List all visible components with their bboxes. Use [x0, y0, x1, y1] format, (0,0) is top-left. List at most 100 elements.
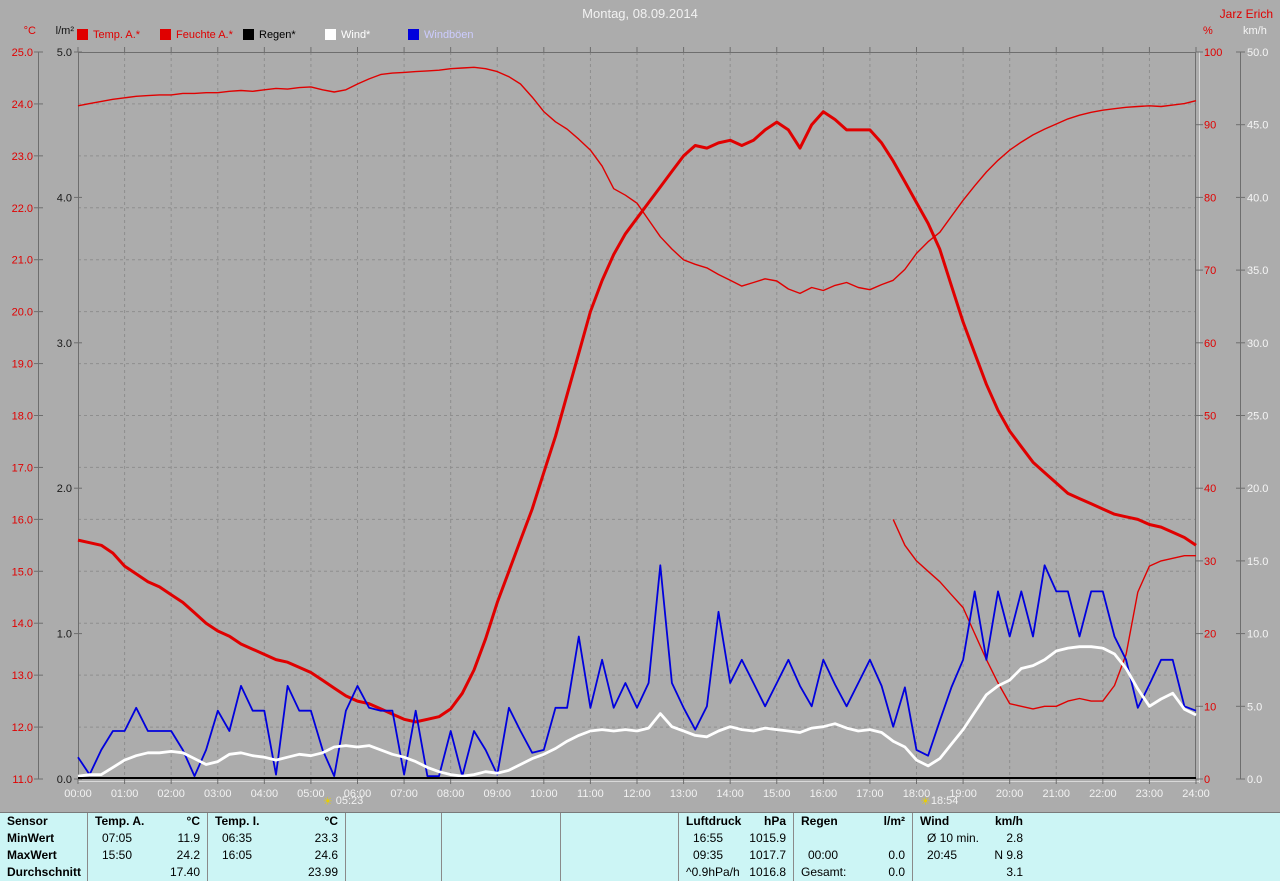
table-column-separator — [87, 813, 88, 881]
axis-tick-label: 0.0 — [57, 774, 72, 786]
axis-tick-label: 24.0 — [12, 99, 33, 111]
axis-tick-label: 21.0 — [12, 255, 33, 267]
axis-tick-label: 08:00 — [437, 788, 465, 800]
series-unlabeled-red-trace — [892, 519, 1196, 710]
axis-tick-label: 04:00 — [251, 788, 279, 800]
legend-item-regen[interactable]: Regen* — [243, 28, 296, 41]
axis-tick-label: 17.0 — [12, 462, 33, 474]
table-cell: Temp. I. — [215, 814, 260, 828]
axis-tick-label: 16.0 — [12, 514, 33, 526]
axis-tick-label: 19:00 — [949, 788, 977, 800]
axis-tick-label: 30.0 — [1247, 338, 1268, 350]
sun-marker-time: 18:54 — [931, 795, 959, 807]
legend-item-temp-a[interactable]: Temp. A.* — [77, 28, 140, 41]
table-cell: MaxWert — [7, 848, 57, 862]
axis-tick-label: 16:00 — [810, 788, 838, 800]
axis-tick-label: 10 — [1204, 701, 1216, 713]
axis-tick-label: 90 — [1204, 120, 1216, 132]
axis-tick-label: 13:00 — [670, 788, 698, 800]
axis-tick-label: 1.0 — [57, 629, 72, 641]
axis-tick-label: 11.0 — [12, 774, 33, 786]
table-cell: hPa — [763, 814, 786, 828]
axis-tick-label: 23:00 — [1136, 788, 1164, 800]
table-cell: 1015.9 — [749, 831, 786, 845]
table-cell: Durchschnitt — [7, 865, 82, 879]
axis-tick-label: 13.0 — [12, 670, 33, 682]
axis-tick-label: 0 — [1204, 774, 1210, 786]
axis-tick-label: 10.0 — [1247, 629, 1268, 641]
page-title: Montag, 08.09.2014 — [582, 6, 698, 21]
axis-tick-label: 10:00 — [530, 788, 558, 800]
axis-tick-label: 18:00 — [903, 788, 931, 800]
axis-tick-label: 02:00 — [157, 788, 185, 800]
axis-tick-label: 70 — [1204, 265, 1216, 277]
table-cell: 20:45 — [927, 848, 958, 862]
axis-tick-label: 50.0 — [1247, 47, 1268, 59]
table-cell: Gesamt: — [801, 865, 847, 879]
sunset-marker-icon: ☀ — [920, 796, 930, 808]
axis-tick-label: 20 — [1204, 629, 1216, 641]
table-cell: N 9.8 — [994, 848, 1023, 862]
legend-item-wind[interactable]: Wind* — [325, 28, 370, 41]
table-column-separator — [441, 813, 442, 881]
axis-tick-label: 5.0 — [57, 47, 72, 59]
table-cell: 2.8 — [1006, 831, 1023, 845]
series-wind — [77, 645, 1197, 778]
table-cell: ^0.9hPa/h — [686, 865, 740, 879]
table-cell: 23.3 — [314, 831, 338, 845]
windboeen-swatch-icon — [408, 29, 419, 40]
axis-tick-label: 01:00 — [111, 788, 139, 800]
table-cell: 1016.8 — [749, 865, 786, 879]
axis-tick-label: 06:00 — [344, 788, 372, 800]
table-cell: 16:05 — [222, 848, 253, 862]
axis-tick-label: 12.0 — [12, 722, 33, 734]
axis-tick-label: 20.0 — [12, 307, 33, 319]
table-cell: 24.6 — [314, 848, 338, 862]
table-cell: 06:35 — [222, 831, 253, 845]
legend-item-feuchte-a[interactable]: Feuchte A.* — [160, 28, 233, 41]
table-cell: 0.0 — [888, 848, 905, 862]
table-cell: Sensor — [7, 814, 48, 828]
table-cell: km/h — [994, 814, 1023, 828]
temp-axis-unit: °C — [23, 25, 36, 37]
table-cell: Wind — [920, 814, 950, 828]
table-cell: 00:00 — [808, 848, 839, 862]
sunset-marker: 18:54☀ — [920, 795, 958, 808]
table-cell: 3.1 — [1006, 865, 1023, 879]
axis-tick-label: 15:00 — [763, 788, 791, 800]
axis-tick-label: 12:00 — [623, 788, 651, 800]
series-feuchte-a — [77, 66, 1197, 295]
table-cell: Ø 10 min. — [927, 831, 980, 845]
table-column-separator — [345, 813, 346, 881]
table-cell: 16:55 — [693, 831, 724, 845]
series-temp-a — [77, 110, 1197, 724]
legend-item-windboeen[interactable]: Windböen — [408, 28, 474, 41]
table-column-separator — [678, 813, 679, 881]
table-column-separator — [793, 813, 794, 881]
axis-tick-label: 100 — [1204, 47, 1222, 59]
table-column-separator — [912, 813, 913, 881]
series-windboeen — [77, 564, 1197, 777]
axis-tick-label: 15.0 — [1247, 556, 1268, 568]
axis-tick-label: 45.0 — [1247, 120, 1268, 132]
axis-tick-label: 22:00 — [1089, 788, 1117, 800]
legend-label: Feuchte A.* — [176, 28, 233, 41]
axis-tick-label: 14.0 — [12, 618, 33, 630]
axis-tick-label: 00:00 — [64, 788, 92, 800]
axis-tick-label: 25.0 — [12, 47, 33, 59]
axis-tick-label: 80 — [1204, 192, 1216, 204]
table-column-separator — [207, 813, 208, 881]
humidity-axis-unit: % — [1203, 25, 1213, 37]
table-cell: Luftdruck — [686, 814, 742, 828]
table-column-separator — [560, 813, 561, 881]
axis-tick-label: 3.0 — [57, 338, 72, 350]
wind-axis-unit: km/h — [1243, 25, 1267, 37]
axis-tick-label: 14:00 — [716, 788, 744, 800]
axis-tick-label: 4.0 — [57, 192, 72, 204]
table-cell: 09:35 — [693, 848, 724, 862]
axis-tick-label: 40 — [1204, 483, 1216, 495]
axis-tick-label: 20:00 — [996, 788, 1024, 800]
table-cell: 23.99 — [307, 865, 338, 879]
axis-tick-label: 5.0 — [1247, 701, 1262, 713]
